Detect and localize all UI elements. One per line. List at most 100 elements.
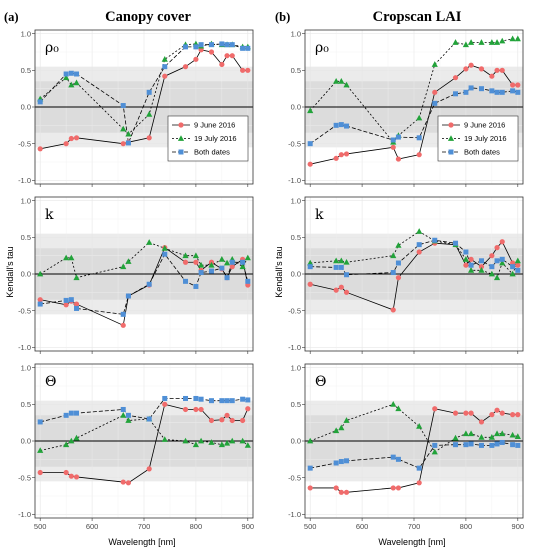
data-point-june	[338, 284, 344, 290]
data-point-both	[453, 240, 459, 246]
data-point-july	[509, 35, 516, 42]
data-point-june	[193, 56, 199, 62]
data-point-both	[146, 281, 152, 287]
data-point-both	[219, 265, 225, 271]
data-point-june	[499, 239, 505, 245]
y-tick-label: 0.5	[291, 233, 301, 242]
data-point-both	[229, 398, 235, 404]
data-point-july	[499, 259, 506, 266]
data-point-june	[463, 262, 469, 268]
legend-marker-both	[178, 149, 184, 155]
data-point-june	[182, 406, 189, 413]
data-point-both	[395, 134, 401, 140]
y-tick-label: 0.5	[291, 66, 301, 75]
data-point-june	[489, 73, 495, 79]
data-point-both	[125, 412, 131, 418]
data-point-both	[63, 297, 69, 303]
data-point-july	[307, 259, 314, 266]
legend: 9 June 2016 19 July 2016 Both dates	[167, 115, 249, 162]
data-point-june	[333, 155, 339, 161]
panel-letter-a: (a)	[4, 10, 19, 24]
data-point-june	[307, 281, 313, 287]
data-point-june	[219, 417, 225, 423]
data-point-july	[416, 228, 423, 234]
data-point-both	[489, 88, 495, 94]
panels: -1.0 -0.5 0.0 0.5 1.0 ρ₀ 9 June 2016 19 July 20…	[18, 29, 524, 531]
data-point-both	[489, 264, 495, 270]
data-point-june	[120, 322, 126, 328]
x-tick-label: 500	[34, 522, 47, 531]
x-tick-label: 800	[190, 522, 203, 531]
x-tick-label: 700	[138, 522, 151, 531]
data-point-both	[120, 103, 126, 109]
data-point-june	[390, 144, 396, 150]
data-point-june	[307, 161, 313, 167]
data-point-june	[494, 407, 500, 413]
y-tick-label: 1.0	[21, 196, 31, 205]
data-point-july	[343, 258, 350, 265]
x-tick-label: 600	[86, 522, 99, 531]
data-point-both	[499, 439, 505, 445]
data-point-june	[463, 410, 469, 416]
data-point-june	[240, 67, 246, 73]
data-point-july	[146, 239, 153, 245]
data-point-both	[245, 278, 251, 284]
data-point-july	[161, 245, 168, 251]
y-tick-label: 0.0	[291, 437, 301, 446]
data-point-june	[395, 275, 402, 281]
x-tick-label: 700	[408, 522, 421, 531]
data-point-both	[515, 89, 521, 95]
parameter-label: ρ₀	[45, 40, 59, 56]
y-tick-label: 0.0	[291, 103, 301, 112]
y-axis-title-a: Kendall's tau	[5, 246, 15, 297]
data-point-both	[219, 398, 225, 404]
data-point-both	[333, 460, 339, 466]
data-point-july	[218, 256, 225, 262]
data-point-june	[333, 287, 339, 293]
data-point-both	[183, 278, 189, 284]
data-point-both	[219, 41, 225, 47]
data-point-both	[229, 259, 235, 265]
data-point-both	[468, 85, 474, 91]
data-point-july	[478, 267, 485, 273]
data-point-june	[390, 485, 396, 491]
data-point-both	[198, 270, 204, 276]
data-point-both	[494, 441, 500, 447]
data-point-both	[120, 311, 126, 317]
data-point-july	[192, 441, 200, 448]
data-point-june	[68, 135, 74, 142]
data-point-june	[240, 417, 246, 424]
legend-label-july: 19 July 2016	[194, 134, 237, 143]
data-point-july	[514, 257, 521, 264]
data-point-june	[343, 489, 350, 495]
data-point-july	[462, 41, 470, 48]
data-point-june	[73, 301, 80, 307]
data-point-june	[416, 480, 422, 486]
panel-letter-b: (b)	[275, 10, 290, 24]
data-point-june	[343, 151, 350, 157]
y-tick-label: 0.0	[21, 103, 31, 112]
data-point-june	[478, 264, 485, 270]
data-point-both	[478, 258, 484, 264]
data-point-both	[74, 410, 80, 416]
data-point-both	[499, 89, 505, 95]
data-point-july	[509, 270, 516, 277]
data-point-both	[37, 301, 43, 307]
data-point-both	[307, 264, 313, 270]
y-tick-label: -1.0	[18, 176, 31, 185]
data-point-july	[493, 430, 501, 437]
y-tick-label: 0.0	[21, 270, 31, 279]
y-tick-label: 1.0	[21, 29, 31, 38]
x-tick-label: 800	[460, 522, 473, 531]
data-point-june	[68, 473, 74, 479]
panel-a-2: -1.0 -0.5 0.0 0.5 1.0 500 600 700 800 900 Θ	[18, 363, 254, 531]
data-point-july	[68, 437, 75, 444]
data-point-both	[307, 465, 313, 471]
series-line-july	[39, 242, 249, 279]
data-point-july	[467, 430, 475, 437]
x-tick-label: 600	[356, 522, 369, 531]
data-point-july	[395, 242, 402, 248]
data-point-june	[395, 485, 402, 491]
y-tick-label: -1.0	[18, 510, 31, 519]
data-point-june	[468, 62, 474, 68]
